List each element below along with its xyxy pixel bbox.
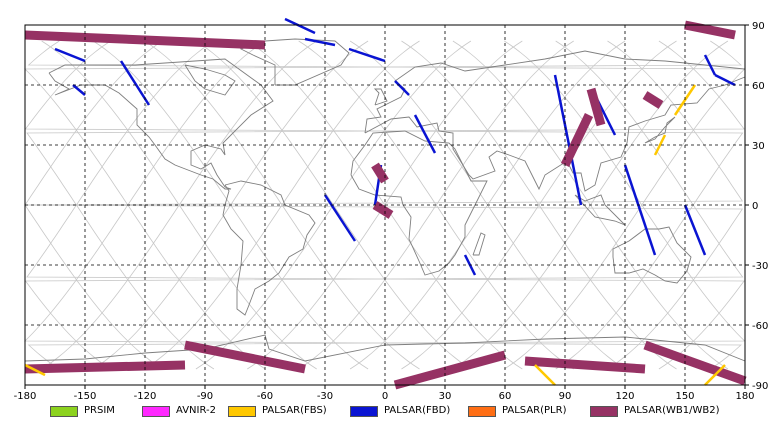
y-tick-label: 60	[752, 81, 765, 92]
legend-swatch	[350, 405, 378, 417]
swath-palsar-fbs-	[653, 134, 667, 156]
swath-palsar-wb1-wb2-	[642, 91, 664, 109]
swath-palsar-fbd-	[348, 47, 386, 63]
legend-item: PRSIM	[50, 404, 115, 418]
swath-palsar-fbd-	[304, 37, 336, 47]
x-tick-label: -30	[317, 391, 333, 402]
orbit-track	[144, 40, 420, 370]
legend-item: AVNIR-2	[142, 404, 216, 418]
x-tick-label: 30	[439, 391, 452, 402]
coastline	[222, 180, 316, 316]
orbit-track	[401, 40, 677, 370]
swath-palsar-fbd-	[623, 164, 657, 256]
swath-palsar-fbd-	[323, 194, 357, 242]
swath-palsar-fbd-	[703, 54, 717, 76]
swath-palsar-wb1-wb2-	[393, 350, 507, 390]
legend-label: PALSAR(FBS)	[262, 405, 327, 416]
legend-swatch	[590, 405, 618, 417]
swath-palsar-fbd-	[413, 114, 437, 154]
coastline	[373, 88, 388, 106]
legend-item: PALSAR(FBD)	[350, 404, 450, 418]
longitude-axis: -180 -150 -120 -90 -60 -30 0 30 60 90 120 150 180	[14, 385, 755, 402]
latitude-axis: 90 60 30 0 -30 -60 -90	[745, 21, 768, 392]
orbit-track	[26, 40, 745, 370]
x-tick-label: -60	[257, 391, 273, 402]
legend: PRSIM AVNIR-2 PALSAR(FBS) PALSAR(FBD) PALSAR…	[0, 400, 770, 424]
orbit-track	[41, 40, 317, 370]
y-tick-label: -30	[752, 261, 768, 272]
swath-palsar-fbd-	[54, 47, 86, 63]
orbit-track	[27, 40, 746, 370]
y-tick-label: 0	[752, 201, 758, 212]
swath-palsar-wb1-wb2-	[643, 340, 747, 386]
swath-palsar-fbd-	[553, 74, 583, 206]
x-tick-label: -120	[134, 391, 157, 402]
swath-palsar-wb1-wb2-	[371, 162, 389, 184]
x-tick-label: 150	[675, 391, 694, 402]
legend-swatch	[142, 405, 170, 417]
swath-palsar-wb1-wb2-	[24, 360, 186, 374]
coastline	[364, 50, 746, 192]
x-tick-label: 0	[382, 391, 388, 402]
graticule	[25, 25, 745, 385]
swath-palsar-fbd-	[714, 73, 736, 87]
coastline	[184, 64, 236, 96]
swath-palsar-fbs-	[24, 363, 46, 377]
legend-swatch	[50, 405, 78, 417]
x-tick-label: -180	[14, 391, 37, 402]
swath-palsar-wb1-wb2-	[372, 201, 394, 219]
coastline	[644, 116, 676, 144]
legend-swatch	[468, 405, 496, 417]
coastline	[472, 232, 486, 256]
coastline	[239, 38, 350, 86]
swath-palsar-fbd-	[683, 204, 707, 256]
swath-palsar-fbd-	[119, 60, 151, 106]
legend-item: PALSAR(WB1/WB2)	[590, 404, 720, 418]
y-tick-label: -90	[752, 381, 768, 392]
legend-label: AVNIR-2	[176, 405, 216, 416]
coastlines	[24, 38, 746, 362]
x-tick-label: 180	[735, 391, 754, 402]
swath-palsar-fbd-	[284, 17, 316, 35]
legend-label: PALSAR(FBD)	[384, 405, 451, 416]
y-tick-label: -60	[752, 321, 768, 332]
swath-palsar-fbd-	[394, 80, 410, 96]
x-tick-label: -90	[197, 391, 213, 402]
swath-palsar-fbd-	[72, 84, 86, 96]
swath-palsar-fbs-	[704, 364, 726, 386]
x-tick-label: 90	[559, 391, 572, 402]
y-tick-label: 90	[752, 21, 765, 32]
x-tick-label: 60	[499, 391, 512, 402]
swath-palsar-wb1-wb2-	[586, 87, 606, 127]
legend-label: PRSIM	[84, 405, 115, 416]
swath-palsar-fbs-	[534, 364, 556, 386]
swath-palsar-wb1-wb2-	[684, 20, 736, 40]
legend-label: PALSAR(WB1/WB2)	[624, 405, 720, 416]
x-tick-label: 120	[615, 391, 634, 402]
coastline	[574, 194, 626, 226]
legend-swatch	[228, 405, 256, 417]
orbit-track	[298, 40, 574, 370]
legend-item: PALSAR(PLR)	[468, 404, 566, 418]
legend-label: PALSAR(PLR)	[502, 405, 567, 416]
x-tick-label: -150	[74, 391, 97, 402]
y-tick-label: 30	[752, 141, 765, 152]
swath-palsar-wb1-wb2-	[560, 113, 594, 167]
coastline	[612, 226, 692, 284]
legend-item: PALSAR(FBS)	[228, 404, 327, 418]
